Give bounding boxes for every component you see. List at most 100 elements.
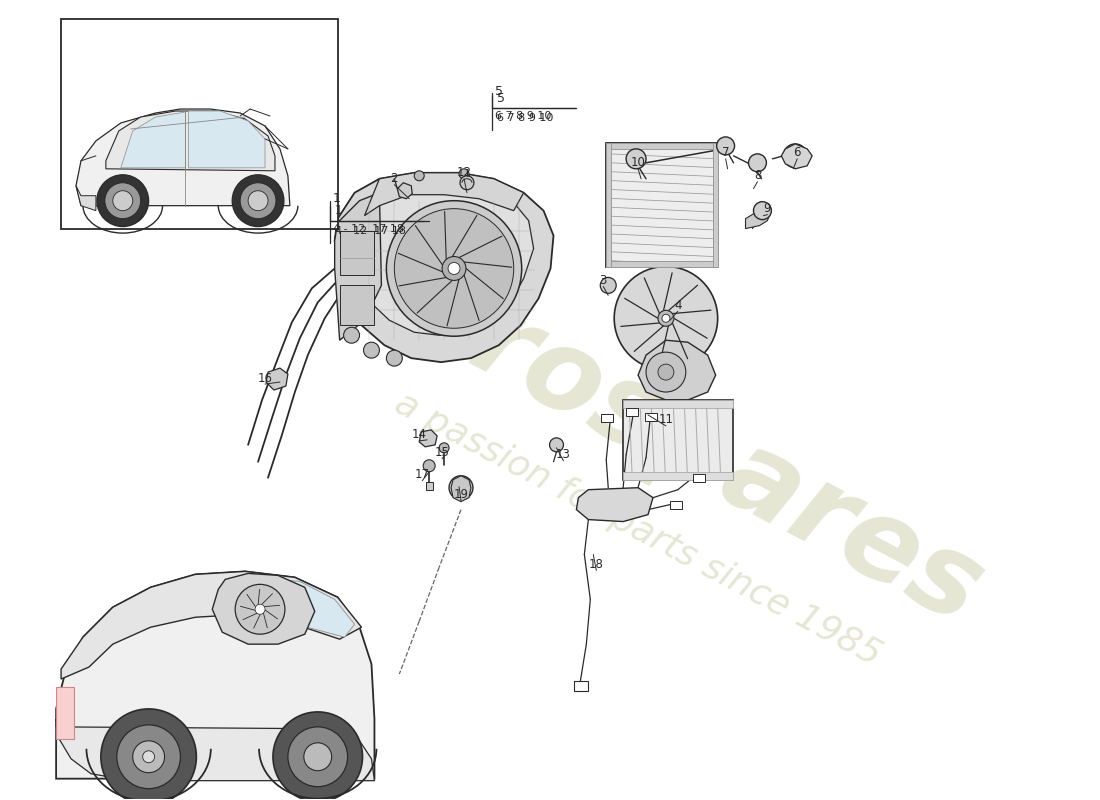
Circle shape (363, 342, 379, 358)
Circle shape (550, 438, 563, 452)
Text: 17: 17 (415, 468, 430, 482)
Polygon shape (576, 488, 653, 522)
Polygon shape (746, 210, 769, 229)
Circle shape (754, 202, 771, 220)
Polygon shape (262, 579, 354, 637)
Circle shape (113, 190, 133, 210)
Circle shape (255, 604, 265, 614)
Text: 4 - 12  17 18: 4 - 12 17 18 (334, 226, 406, 235)
Bar (626, 408, 638, 416)
Bar (340, 286, 374, 326)
Text: 18: 18 (588, 558, 604, 571)
Circle shape (249, 190, 268, 210)
Circle shape (459, 169, 469, 178)
Text: 6 7 8 9 10: 6 7 8 9 10 (497, 113, 553, 123)
Circle shape (601, 278, 616, 294)
Polygon shape (334, 193, 382, 340)
Polygon shape (419, 430, 437, 447)
Polygon shape (364, 173, 524, 216)
Text: 3: 3 (600, 274, 607, 287)
Circle shape (394, 209, 514, 328)
Bar (624, 400, 733, 480)
Polygon shape (350, 184, 534, 335)
Polygon shape (451, 476, 471, 502)
Text: 5: 5 (495, 85, 503, 98)
Text: 8: 8 (754, 170, 761, 182)
Polygon shape (56, 719, 374, 781)
Text: 10: 10 (630, 156, 646, 170)
Polygon shape (121, 112, 186, 168)
Text: 6: 6 (793, 146, 801, 159)
Text: 16: 16 (257, 371, 273, 385)
Circle shape (748, 154, 767, 172)
Circle shape (448, 262, 460, 274)
Text: 4: 4 (674, 299, 682, 312)
Polygon shape (266, 368, 288, 390)
Polygon shape (106, 111, 275, 170)
Text: 1: 1 (334, 204, 342, 217)
Bar (340, 230, 374, 275)
Polygon shape (397, 182, 412, 198)
Circle shape (304, 743, 332, 770)
Circle shape (343, 327, 360, 343)
Text: 11: 11 (659, 414, 673, 426)
Circle shape (442, 257, 466, 281)
Text: 13: 13 (556, 448, 571, 462)
Polygon shape (56, 571, 374, 778)
Circle shape (662, 314, 670, 322)
Circle shape (288, 727, 348, 786)
Polygon shape (188, 111, 265, 168)
Bar (624, 400, 733, 408)
Polygon shape (212, 574, 315, 644)
Text: 14: 14 (411, 428, 427, 442)
Text: 19: 19 (453, 488, 469, 501)
Circle shape (143, 750, 155, 762)
Polygon shape (638, 340, 716, 400)
Text: 4 - 12  17 18: 4 - 12 17 18 (332, 223, 404, 234)
Circle shape (232, 174, 284, 226)
Text: 7: 7 (722, 146, 729, 159)
Circle shape (658, 364, 674, 380)
Text: 1: 1 (332, 192, 341, 206)
Bar (645, 413, 657, 421)
Bar (56, 687, 74, 739)
Circle shape (386, 201, 521, 336)
Polygon shape (76, 109, 290, 206)
Bar (693, 474, 705, 482)
Bar (606, 143, 612, 267)
Circle shape (386, 350, 403, 366)
Text: 6 7 8 9 10: 6 7 8 9 10 (495, 111, 551, 121)
Bar (606, 143, 717, 149)
Circle shape (614, 266, 717, 370)
Circle shape (97, 174, 148, 226)
Text: 2: 2 (390, 172, 398, 186)
Circle shape (626, 149, 646, 169)
Circle shape (240, 182, 276, 218)
Text: 15: 15 (434, 446, 450, 459)
Circle shape (658, 310, 674, 326)
Circle shape (460, 176, 474, 190)
Bar (426, 482, 433, 490)
Circle shape (415, 170, 425, 181)
Circle shape (117, 725, 180, 789)
Circle shape (439, 443, 449, 453)
Polygon shape (334, 173, 553, 362)
Bar (62, 19, 338, 229)
Circle shape (133, 741, 165, 773)
Polygon shape (62, 571, 362, 679)
Circle shape (449, 476, 473, 500)
Text: 5: 5 (497, 91, 505, 105)
Polygon shape (781, 144, 812, 169)
Circle shape (104, 182, 141, 218)
Bar (713, 143, 717, 267)
Circle shape (273, 712, 363, 800)
Bar (606, 143, 717, 267)
Polygon shape (76, 186, 96, 210)
Circle shape (424, 460, 436, 472)
Circle shape (717, 137, 735, 155)
Bar (670, 501, 682, 509)
Circle shape (235, 584, 285, 634)
Text: eurospares: eurospares (315, 212, 1002, 648)
Text: 9: 9 (763, 202, 771, 215)
Circle shape (783, 144, 807, 168)
